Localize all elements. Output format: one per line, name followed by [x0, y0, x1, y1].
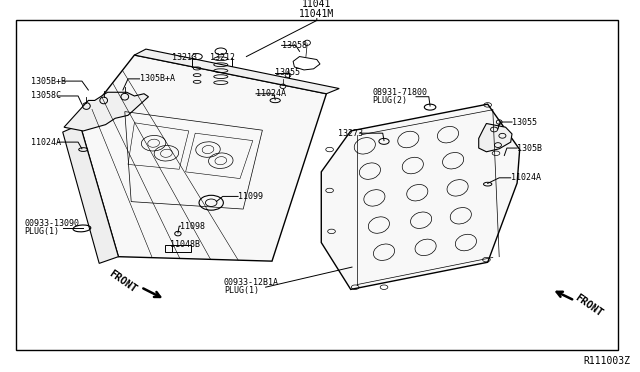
Text: FRONT: FRONT	[108, 269, 138, 295]
Text: 11041M: 11041M	[299, 9, 335, 19]
Text: R111003Z: R111003Z	[584, 356, 630, 366]
Text: PLUG(1): PLUG(1)	[224, 286, 259, 295]
Text: 1305B+B: 1305B+B	[31, 77, 66, 86]
Text: 1305B: 1305B	[517, 144, 542, 153]
Text: 13213: 13213	[172, 53, 196, 62]
Text: 08931-71800: 08931-71800	[372, 88, 428, 97]
Text: 11041: 11041	[302, 0, 332, 9]
Text: 13055: 13055	[512, 118, 537, 126]
Text: 13055: 13055	[275, 68, 300, 77]
Text: 11024A: 11024A	[31, 138, 61, 147]
Text: FRONT: FRONT	[573, 293, 604, 319]
Text: 11024A: 11024A	[256, 89, 286, 98]
Text: 11098: 11098	[180, 222, 205, 231]
Text: 13212: 13212	[210, 53, 235, 62]
Polygon shape	[321, 104, 520, 289]
Text: 00933-13090: 00933-13090	[24, 219, 79, 228]
Text: 11024A: 11024A	[511, 173, 541, 182]
Polygon shape	[479, 124, 512, 152]
Text: 11048B: 11048B	[170, 240, 200, 249]
Text: PLUG(2): PLUG(2)	[372, 96, 408, 105]
Polygon shape	[64, 92, 148, 131]
Polygon shape	[134, 49, 339, 94]
Polygon shape	[80, 55, 326, 261]
Text: 1305B+A: 1305B+A	[140, 74, 175, 83]
Text: 13273: 13273	[338, 129, 363, 138]
Text: 11099: 11099	[238, 192, 263, 201]
Polygon shape	[63, 125, 118, 263]
Text: 13058: 13058	[282, 41, 307, 50]
Text: 13058C: 13058C	[31, 92, 61, 100]
Text: 00933-12B1A: 00933-12B1A	[224, 278, 279, 287]
Text: PLUG(1): PLUG(1)	[24, 227, 60, 236]
